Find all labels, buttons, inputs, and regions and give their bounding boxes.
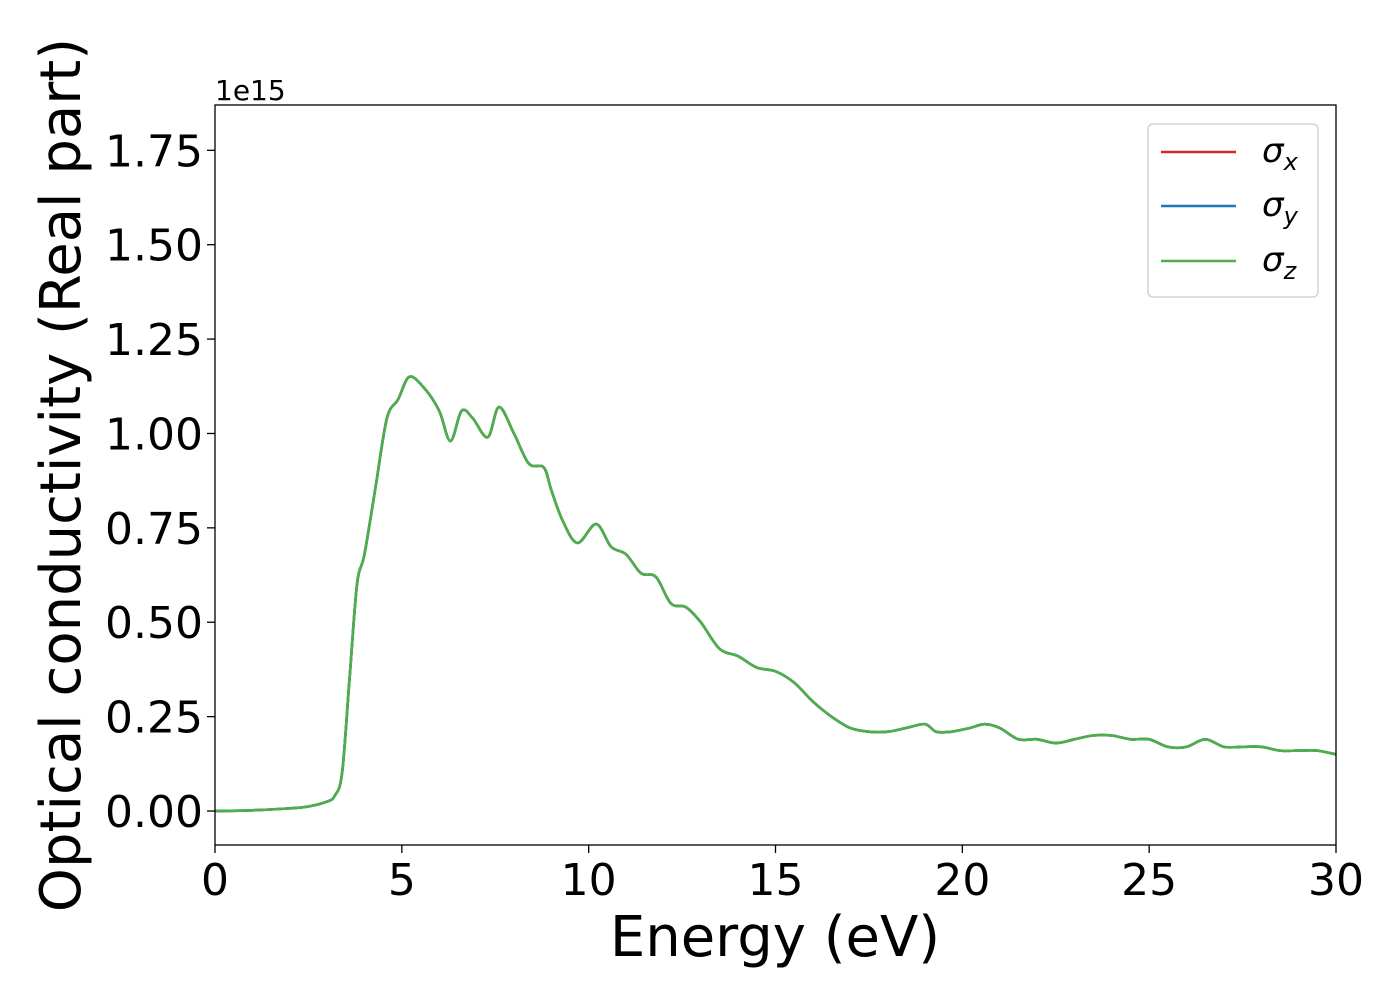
y-tick-label: 1.00 xyxy=(105,409,203,460)
x-axis-label: Energy (eV) xyxy=(610,905,940,970)
y-tick-label: 1.50 xyxy=(105,221,203,272)
x-tick-label: 0 xyxy=(201,855,229,906)
legend-label-y: σy xyxy=(1262,185,1299,230)
y-offset-text: 1e15 xyxy=(215,74,286,107)
legend-box xyxy=(1147,123,1319,298)
y-tick-label: 1.25 xyxy=(105,315,203,366)
y-tick-label: 0.75 xyxy=(105,504,203,555)
x-tick-label: 15 xyxy=(748,855,804,906)
x-tick-label: 25 xyxy=(1121,855,1177,906)
x-tick-label: 10 xyxy=(561,855,617,906)
series-layer xyxy=(214,375,1337,813)
y-axis: 0.00 0.25 0.50 0.75 1.00 1.25 1.50 1.75 xyxy=(105,126,215,838)
legend: σx σy σz xyxy=(1147,123,1319,298)
series-line-z xyxy=(214,375,1337,813)
y-tick-label: 0.25 xyxy=(105,693,203,744)
legend-label-z: σz xyxy=(1262,240,1298,285)
x-tick-label: 5 xyxy=(388,855,416,906)
x-tick-label: 30 xyxy=(1308,855,1364,906)
x-tick-label: 20 xyxy=(934,855,990,906)
y-tick-label: 0.50 xyxy=(105,598,203,649)
y-tick-label: 0.00 xyxy=(105,787,203,838)
y-tick-label: 1.75 xyxy=(105,126,203,177)
legend-label-x: σx xyxy=(1262,131,1299,176)
y-axis-label: Optical conductivity (Real part) xyxy=(29,38,94,912)
x-axis: 0 5 10 15 20 25 30 xyxy=(201,845,1364,906)
